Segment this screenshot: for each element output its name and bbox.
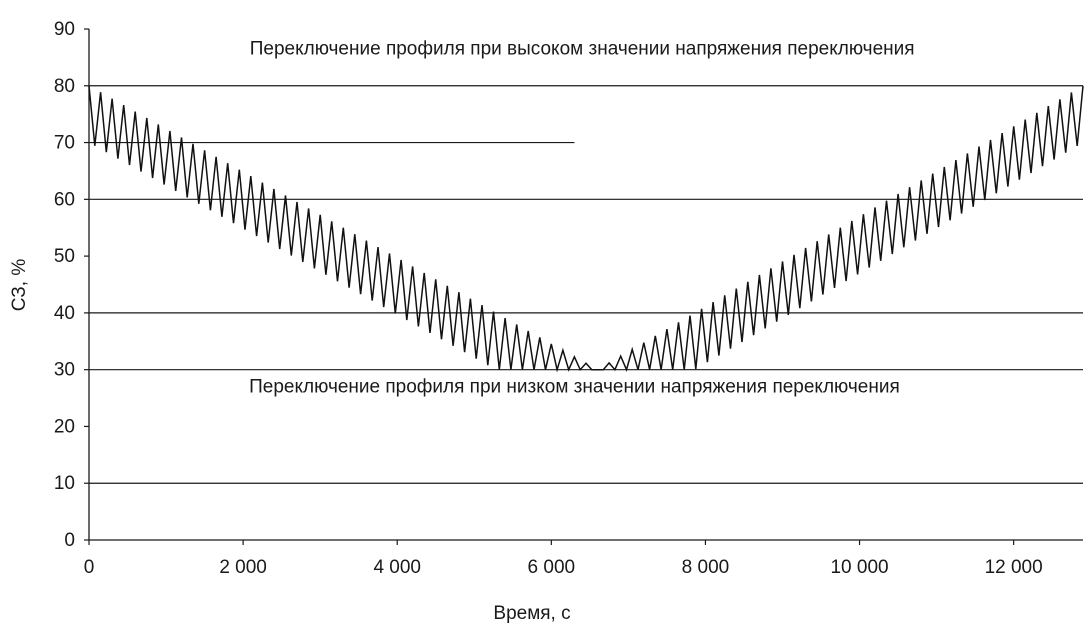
y-tick-label: 20 <box>54 416 75 437</box>
series-line-1 <box>88 85 1084 373</box>
annotation-low: Переключение профиля при низком значении… <box>249 376 900 397</box>
y-tick-label: 10 <box>54 473 75 494</box>
annotations: Переключение профиля при высоком значени… <box>249 39 914 398</box>
y-tick-label: 70 <box>54 133 75 154</box>
y-tick-label: 0 <box>64 530 75 551</box>
y-tick-label: 40 <box>54 303 75 324</box>
x-tick-label: 6 000 <box>528 557 576 578</box>
reference-lines <box>89 85 1083 484</box>
x-tick-label: 0 <box>84 557 95 578</box>
y-tick-label: 80 <box>54 76 75 97</box>
x-tick-label: 4 000 <box>373 557 421 578</box>
y-tick-label: 90 <box>54 19 75 40</box>
y-axis-title: СЗ, % <box>9 259 30 312</box>
axes <box>88 29 1083 541</box>
y-tick-label: 50 <box>54 246 75 267</box>
y-tick-label: 60 <box>54 189 75 210</box>
tick-labels: 0 10 20 30 40 50 60 70 80 90 0 2 000 4 000 6 000 8 000… <box>54 19 1043 578</box>
y-tick-label: 30 <box>54 360 75 381</box>
annotation-high: Переключение профиля при высоком значени… <box>250 39 915 60</box>
series-layer <box>88 85 1084 373</box>
x-axis-title: Время, с <box>493 603 570 624</box>
x-tick-label: 8 000 <box>682 557 730 578</box>
x-tick-label: 2 000 <box>219 557 267 578</box>
x-tick-label: 12 000 <box>985 557 1043 578</box>
x-tick-label: 10 000 <box>830 557 888 578</box>
